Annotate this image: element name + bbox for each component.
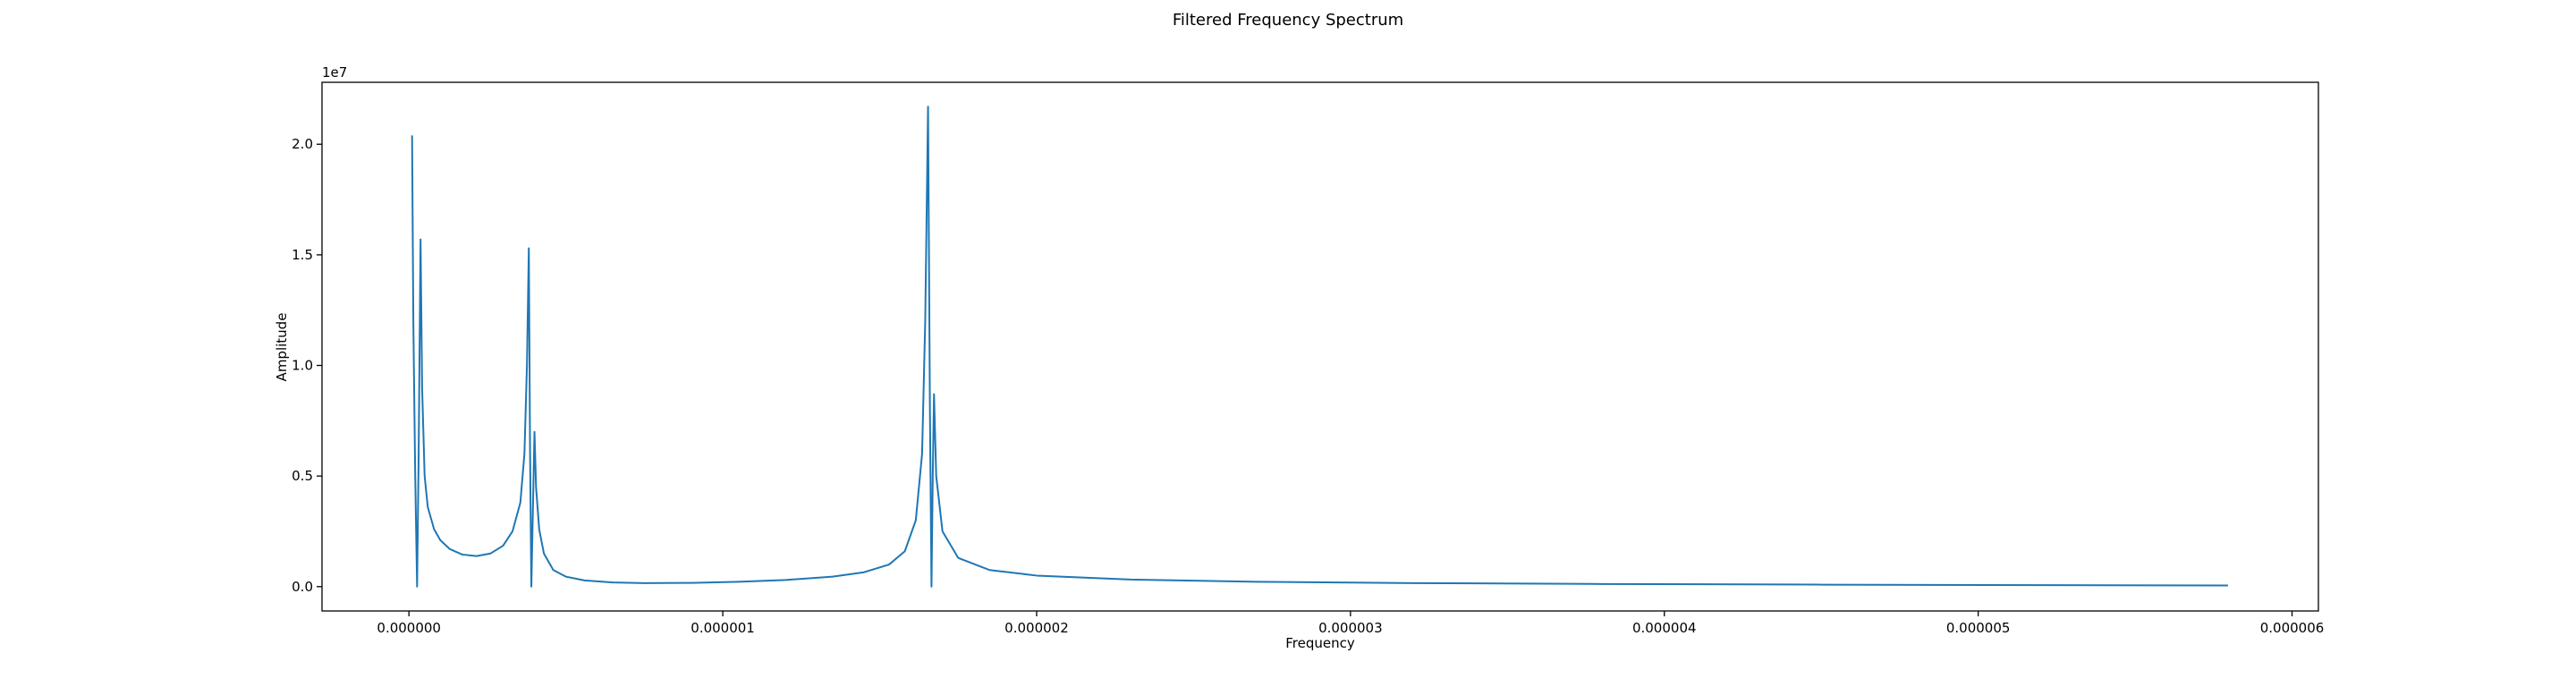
y-tick-label: 1.5 [292,247,313,263]
y-tick-label: 0.5 [292,468,313,484]
y-tick-label: 2.0 [292,136,313,152]
x-tick-label: 0.000001 [691,620,755,636]
chart-title: Filtered Frequency Spectrum [1173,11,1403,30]
y-offset-label: 1e7 [322,64,347,81]
x-tick-label: 0.000003 [1318,620,1383,636]
x-tick-label: 0.000006 [2260,620,2325,636]
y-tick-label: 0.0 [292,579,313,595]
y-axis-label: Amplitude [274,313,290,382]
x-axis-label: Frequency [1285,635,1355,651]
x-tick-label: 0.000005 [1946,620,2011,636]
x-tick-label: 0.000000 [377,620,441,636]
plot-frame [321,81,2319,612]
x-tick-label: 0.000004 [1632,620,1697,636]
y-tick-label: 1.0 [292,358,313,374]
x-tick-label: 0.000002 [1004,620,1069,636]
line-series [411,106,2228,588]
